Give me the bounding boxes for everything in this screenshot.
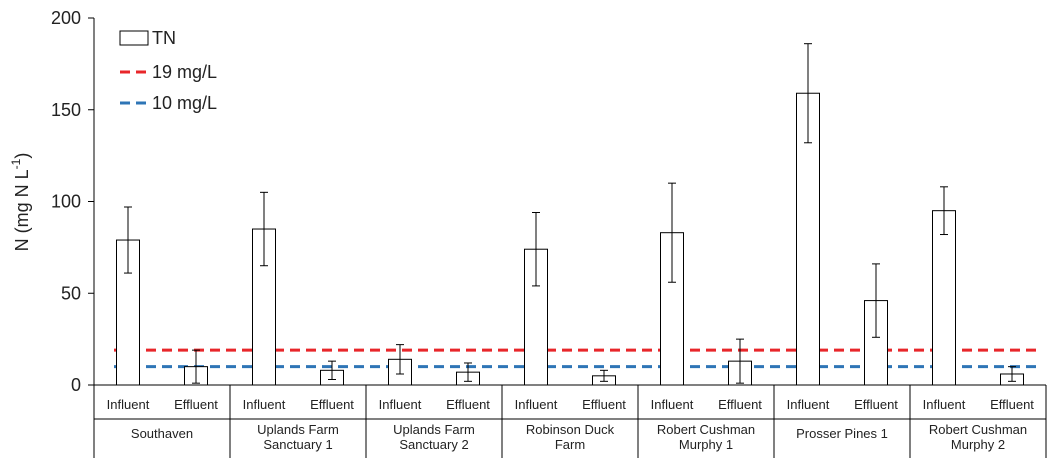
x-group-label-line: Southaven — [131, 426, 193, 441]
x-group-label-line: Uplands Farm — [257, 422, 339, 437]
x-group-label-line: Murphy 1 — [679, 437, 733, 452]
x-group-label: Robinson Duck Farm — [526, 422, 615, 452]
x-group-label-line: Sanctuary 1 — [263, 437, 332, 452]
x-category-label: Influent — [651, 397, 694, 412]
x-group-label-line: Robert Cushman — [929, 422, 1027, 437]
svg-text:N (mg N L-1): N (mg N L-1) — [9, 153, 32, 252]
x-category-label: Effluent — [990, 397, 1034, 412]
legend-label: 19 mg/L — [152, 62, 217, 82]
x-category-label: Effluent — [446, 397, 490, 412]
x-group-label: Robert Cushman Murphy 2 — [929, 422, 1027, 452]
x-category-label: Influent — [923, 397, 966, 412]
x-category-label: Influent — [243, 397, 286, 412]
y-tick-label: 150 — [51, 100, 81, 120]
x-category-label: Effluent — [582, 397, 626, 412]
y-tick-label: 200 — [51, 8, 81, 28]
x-category-label: Influent — [107, 397, 150, 412]
x-group-label-line: Murphy 2 — [951, 437, 1005, 452]
y-tick-label: 50 — [61, 283, 81, 303]
bar — [932, 210, 956, 386]
legend-label: TN — [152, 28, 176, 48]
x-group-label-line: Farm — [555, 437, 585, 452]
x-category-label: Influent — [515, 397, 558, 412]
y-axis-title-close: ) — [12, 153, 32, 159]
x-group-label-line: Robinson Duck — [526, 422, 615, 437]
plot-area: 0 50 100 150 200 Influent Effluent Southaven Inf… — [51, 8, 1047, 458]
y-tick-label: 100 — [51, 192, 81, 212]
x-group-label: Prosser Pines 1 — [796, 426, 888, 441]
x-group-label-line: Uplands Farm — [393, 422, 475, 437]
y-axis-title-superscript: -1 — [9, 158, 23, 169]
x-group-label: Robert Cushman Murphy 1 — [657, 422, 755, 452]
x-category-label: Effluent — [854, 397, 898, 412]
x-group-label-line: Prosser Pines 1 — [796, 426, 888, 441]
y-axis-title-text: N (mg N L — [12, 169, 32, 251]
x-group-label: Uplands Farm Sanctuary 2 — [393, 422, 475, 452]
x-category-label: Effluent — [174, 397, 218, 412]
x-category-label: Effluent — [718, 397, 762, 412]
legend-label: 10 mg/L — [152, 93, 217, 113]
y-axis-title: N (mg N L-1) — [9, 153, 32, 252]
x-category-label: Influent — [787, 397, 830, 412]
y-tick-label: 0 — [71, 375, 81, 395]
legend-swatch-bar — [119, 30, 149, 46]
x-group-label: Southaven — [131, 426, 193, 441]
x-group-label-line: Robert Cushman — [657, 422, 755, 437]
x-group-label: Uplands Farm Sanctuary 1 — [257, 422, 339, 452]
x-category-label: Influent — [379, 397, 422, 412]
x-group-label-line: Sanctuary 2 — [399, 437, 468, 452]
x-category-label: Effluent — [310, 397, 354, 412]
